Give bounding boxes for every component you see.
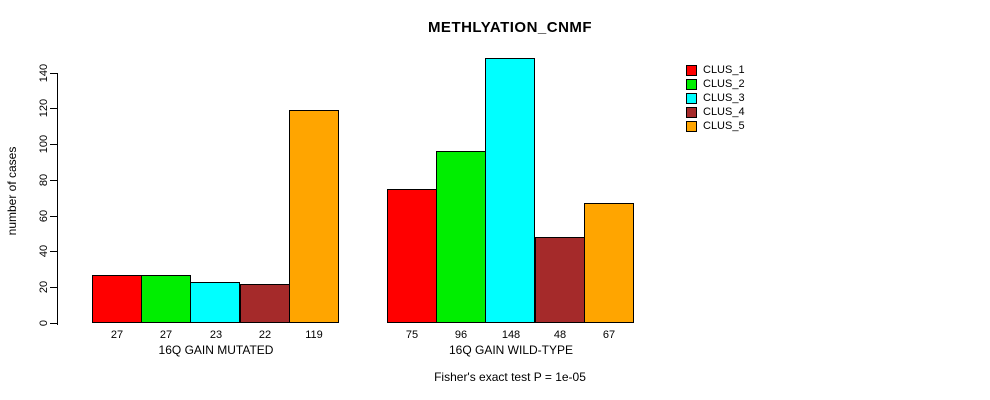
bar-value-label: 148 bbox=[501, 329, 521, 341]
y-axis-line bbox=[57, 73, 58, 325]
bar-clus_5-group1 bbox=[289, 110, 339, 323]
legend-label-clus_4: CLUS_4 bbox=[703, 106, 745, 118]
y-axis-tick bbox=[50, 323, 57, 324]
bar-clus_1-group2 bbox=[387, 189, 437, 323]
bar-clus_2-group1 bbox=[141, 275, 191, 323]
y-axis-tick bbox=[50, 216, 57, 217]
bar-value-label: 27 bbox=[110, 329, 124, 341]
y-axis-tick bbox=[50, 73, 57, 74]
y-axis-tick-label: 60 bbox=[38, 209, 50, 223]
y-axis-tick-label: 0 bbox=[38, 319, 50, 327]
legend-swatch-clus_4 bbox=[686, 107, 697, 118]
bar-value-label: 22 bbox=[258, 329, 272, 341]
bar-clus_1-group1 bbox=[92, 275, 142, 323]
bar-value-label: 96 bbox=[454, 329, 468, 341]
chart-title: METHLYATION_CNMF bbox=[427, 19, 593, 36]
bar-clus_3-group2 bbox=[485, 58, 535, 323]
legend-label-clus_3: CLUS_3 bbox=[703, 92, 745, 104]
y-axis-tick-label: 120 bbox=[38, 98, 50, 118]
bar-value-label: 23 bbox=[209, 329, 223, 341]
bar-value-label: 27 bbox=[159, 329, 173, 341]
y-axis-tick bbox=[50, 108, 57, 109]
y-axis-tick bbox=[50, 144, 57, 145]
y-axis-tick bbox=[50, 251, 57, 252]
bar-value-label: 67 bbox=[602, 329, 616, 341]
y-axis-tick-label: 80 bbox=[38, 173, 50, 187]
legend-swatch-clus_2 bbox=[686, 79, 697, 90]
legend-swatch-clus_5 bbox=[686, 121, 697, 132]
y-axis-tick-label: 20 bbox=[38, 280, 50, 294]
legend-label-clus_2: CLUS_2 bbox=[703, 78, 745, 90]
bar-value-label: 119 bbox=[305, 329, 323, 341]
stat-test-note: Fisher's exact test P = 1e-05 bbox=[434, 370, 586, 384]
legend-label-clus_5: CLUS_5 bbox=[703, 120, 745, 132]
y-axis-tick-label: 140 bbox=[38, 63, 50, 83]
legend-label-clus_1: CLUS_1 bbox=[703, 64, 745, 76]
y-axis-tick-label: 100 bbox=[38, 134, 50, 154]
y-axis-tick bbox=[50, 287, 57, 288]
group-label: 16Q GAIN MUTATED bbox=[158, 343, 274, 357]
group-label: 16Q GAIN WILD-TYPE bbox=[448, 343, 574, 357]
y-axis-tick bbox=[50, 180, 57, 181]
bar-value-label: 48 bbox=[553, 329, 567, 341]
y-axis-tick-label: 40 bbox=[38, 244, 50, 258]
bar-clus_3-group1 bbox=[190, 282, 240, 323]
bar-clus_4-group1 bbox=[240, 284, 290, 323]
legend-swatch-clus_3 bbox=[686, 93, 697, 104]
bar-clus_2-group2 bbox=[436, 151, 486, 323]
y-axis-title: number of cases bbox=[5, 146, 19, 236]
bar-clus_5-group2 bbox=[584, 203, 634, 323]
bar-clus_4-group2 bbox=[535, 237, 585, 323]
legend-swatch-clus_1 bbox=[686, 65, 697, 76]
bar-value-label: 75 bbox=[405, 329, 419, 341]
